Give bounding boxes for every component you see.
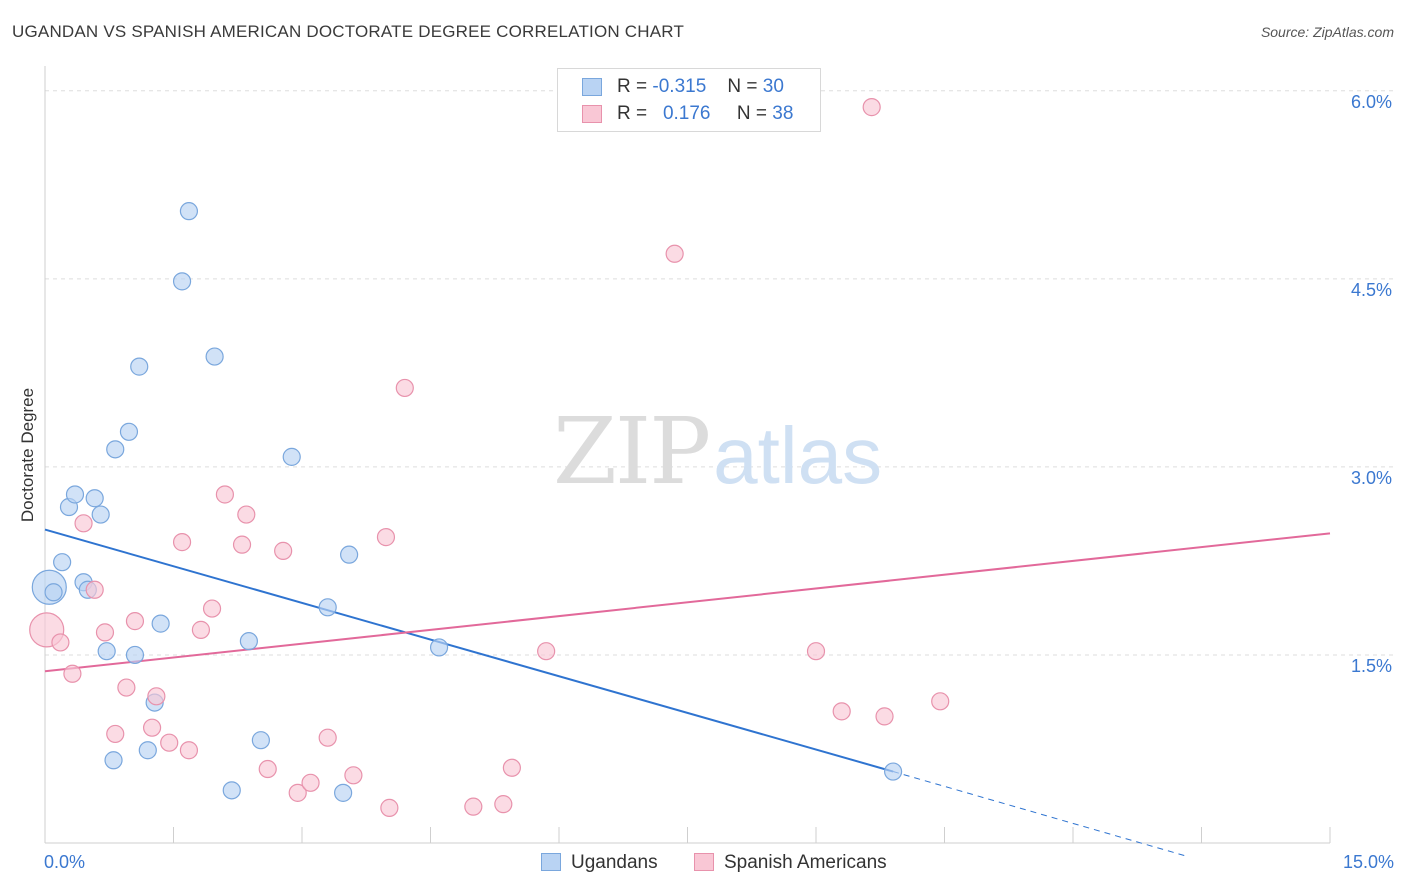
spanish-point (274, 541, 293, 560)
ugandan-point (125, 645, 145, 665)
ugandan-point (318, 598, 337, 617)
axes (44, 66, 1331, 844)
legend-n-value: 38 (772, 103, 794, 124)
ugandan-point (282, 447, 301, 466)
ugandan-point (44, 583, 63, 602)
ugandan-point (239, 632, 258, 651)
bottom-legend-label-ugandans: Ugandans (571, 852, 658, 873)
spanish-point (147, 687, 166, 706)
x-tick-label-min: 0.0% (44, 852, 86, 872)
watermark: ZIPatlas (553, 398, 882, 505)
ugandan-point (130, 357, 149, 376)
spanish-point (172, 533, 192, 552)
legend-swatch-ugandans (582, 78, 602, 96)
spanish-point (806, 642, 826, 661)
spanish-point (179, 741, 199, 760)
trend-lines (44, 528, 1331, 857)
ugandan-point (883, 762, 903, 781)
ugandan-point (251, 731, 270, 750)
spanish-point (395, 378, 414, 398)
spanish-point (142, 718, 162, 737)
source-label: Source: ZipAtlas.com (1260, 24, 1394, 40)
bottom-legend-ugandans: Ugandans (541, 852, 658, 874)
legend-n-label: N = (736, 103, 768, 124)
spanish-point (931, 692, 950, 711)
correlation-legend: R = -0.315 N = 30 R = 0.176 N = 38 (557, 68, 821, 132)
spanish-trend-line (44, 532, 1331, 673)
spanish-point (51, 633, 70, 652)
y-tick-label: 1.5% (1350, 655, 1392, 676)
ugandan-point (97, 642, 116, 661)
spanish-point (117, 678, 136, 697)
spanish-point (160, 733, 179, 752)
bottom-legend-swatch-spanish (694, 853, 714, 871)
ugandan-point (106, 440, 125, 459)
watermark-zip: ZIP (553, 398, 711, 505)
spanish-point (380, 798, 399, 817)
ugandan-trend-line (44, 528, 894, 773)
spanish-point (237, 505, 256, 524)
ugandan-point (334, 783, 353, 802)
spanish-point (344, 766, 363, 785)
spanish-point (106, 724, 125, 744)
ugandan-point (429, 638, 449, 657)
ugandan-point (91, 505, 110, 524)
chart-title: UGANDAN VS SPANISH AMERICAN DOCTORATE DE… (12, 22, 685, 41)
spanish-point (376, 528, 396, 547)
spanish-point (202, 599, 222, 618)
legend-swatch-spanish (582, 105, 602, 123)
spanish-point (875, 707, 894, 726)
y-tick-label: 4.5% (1350, 279, 1392, 300)
x-tick-label-max: 15.0% (1342, 852, 1394, 872)
legend-r-label: R = (617, 103, 648, 124)
spanish-point (215, 485, 234, 504)
ugandan-point (151, 614, 170, 633)
grid-lines (45, 90, 1395, 656)
spanish-point (63, 664, 82, 683)
ugandan-point (53, 553, 72, 572)
ugandan-point (340, 545, 359, 564)
ugandan-point (85, 489, 104, 508)
ugandan-point (138, 741, 157, 760)
ugandan-point (104, 751, 123, 770)
legend-r-value: 0.176 (662, 103, 711, 124)
spanish-point (74, 514, 93, 533)
bottom-legend-swatch-ugandans (541, 853, 561, 871)
spanish-point (125, 612, 145, 631)
spanish-point (85, 580, 104, 599)
spanish-point (258, 759, 277, 779)
spanish-point (502, 758, 521, 777)
watermark-atlas: atlas (713, 411, 883, 500)
bottom-legend-label-spanish: Spanish Americans (724, 852, 887, 873)
spanish-point (665, 244, 684, 263)
bottom-legend-spanish: Spanish Americans (694, 852, 887, 874)
y-axis-label: Doctorate Degree (18, 387, 37, 523)
ugandan-point (65, 485, 85, 504)
ugandan-point (222, 781, 241, 800)
spanish-point (301, 773, 320, 792)
spanish-point (191, 620, 211, 639)
ugandan-point (119, 422, 139, 441)
y-tick-label: 3.0% (1350, 467, 1392, 488)
spanish-point (832, 702, 851, 721)
ugandan-point (172, 272, 192, 291)
spanish-point (494, 795, 513, 814)
spanish-point (95, 623, 115, 642)
ugandan-point (179, 202, 199, 221)
legend-r-label: R = (617, 76, 648, 97)
legend-n-label: N = (727, 76, 758, 97)
legend-r-value: -0.315 (652, 76, 707, 97)
legend-n-value: 30 (762, 76, 784, 97)
data-points (29, 98, 950, 817)
spanish-point (464, 797, 483, 816)
spanish-point (537, 642, 556, 661)
y-tick-label: 6.0% (1350, 91, 1392, 112)
spanish-point (318, 728, 337, 747)
spanish-point (288, 783, 307, 802)
spanish-point (232, 535, 252, 554)
ugandan-point (205, 347, 224, 366)
spanish-point (862, 98, 881, 117)
